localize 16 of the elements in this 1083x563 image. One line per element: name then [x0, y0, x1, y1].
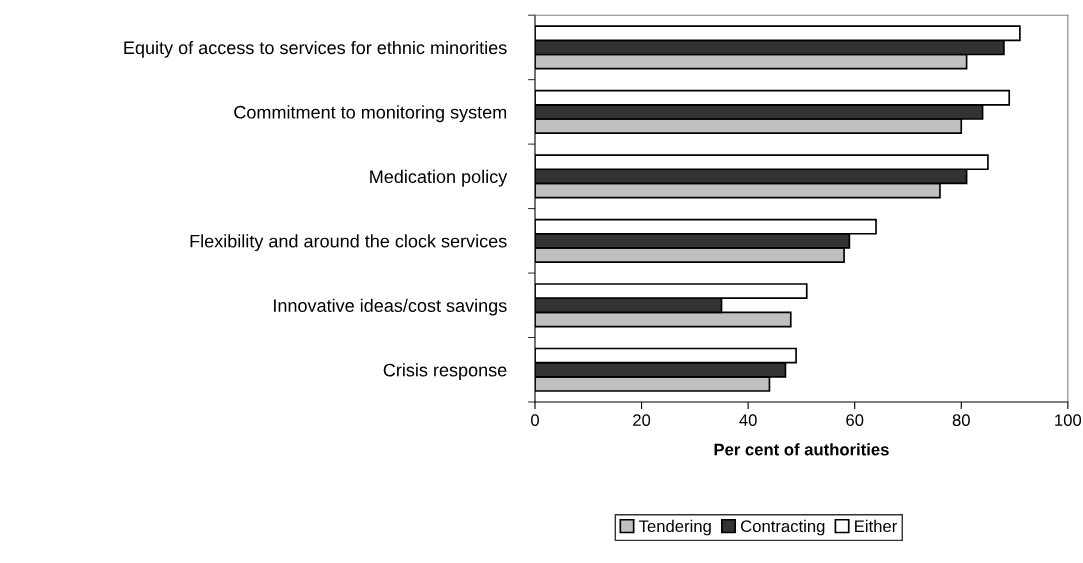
y-tick-label: Innovative ideas/cost savings — [274, 298, 507, 316]
legend-label: Either — [855, 519, 897, 533]
legend-label: Contracting — [741, 519, 825, 536]
y-tick-label: Commitment to monitoring system — [234, 105, 507, 123]
x-tick-label: 0 — [531, 414, 539, 427]
y-tick-label: Flexibility and around the clock services — [190, 234, 507, 252]
x-tick-label: 100 — [1055, 414, 1082, 427]
y-tick-label: Crisis response — [383, 363, 507, 381]
x-axis-title: Per cent of authorities — [714, 443, 889, 456]
x-tick-label: 60 — [846, 414, 864, 427]
y-tick-label: Equity of access to services for ethnic minorities — [124, 40, 507, 58]
x-tick-label: 40 — [739, 414, 757, 427]
y-tick-label: Medication policy — [370, 169, 508, 187]
x-tick-label: 80 — [952, 414, 970, 427]
x-tick-label: 20 — [633, 414, 651, 427]
legend-label: Tendering — [639, 519, 711, 536]
